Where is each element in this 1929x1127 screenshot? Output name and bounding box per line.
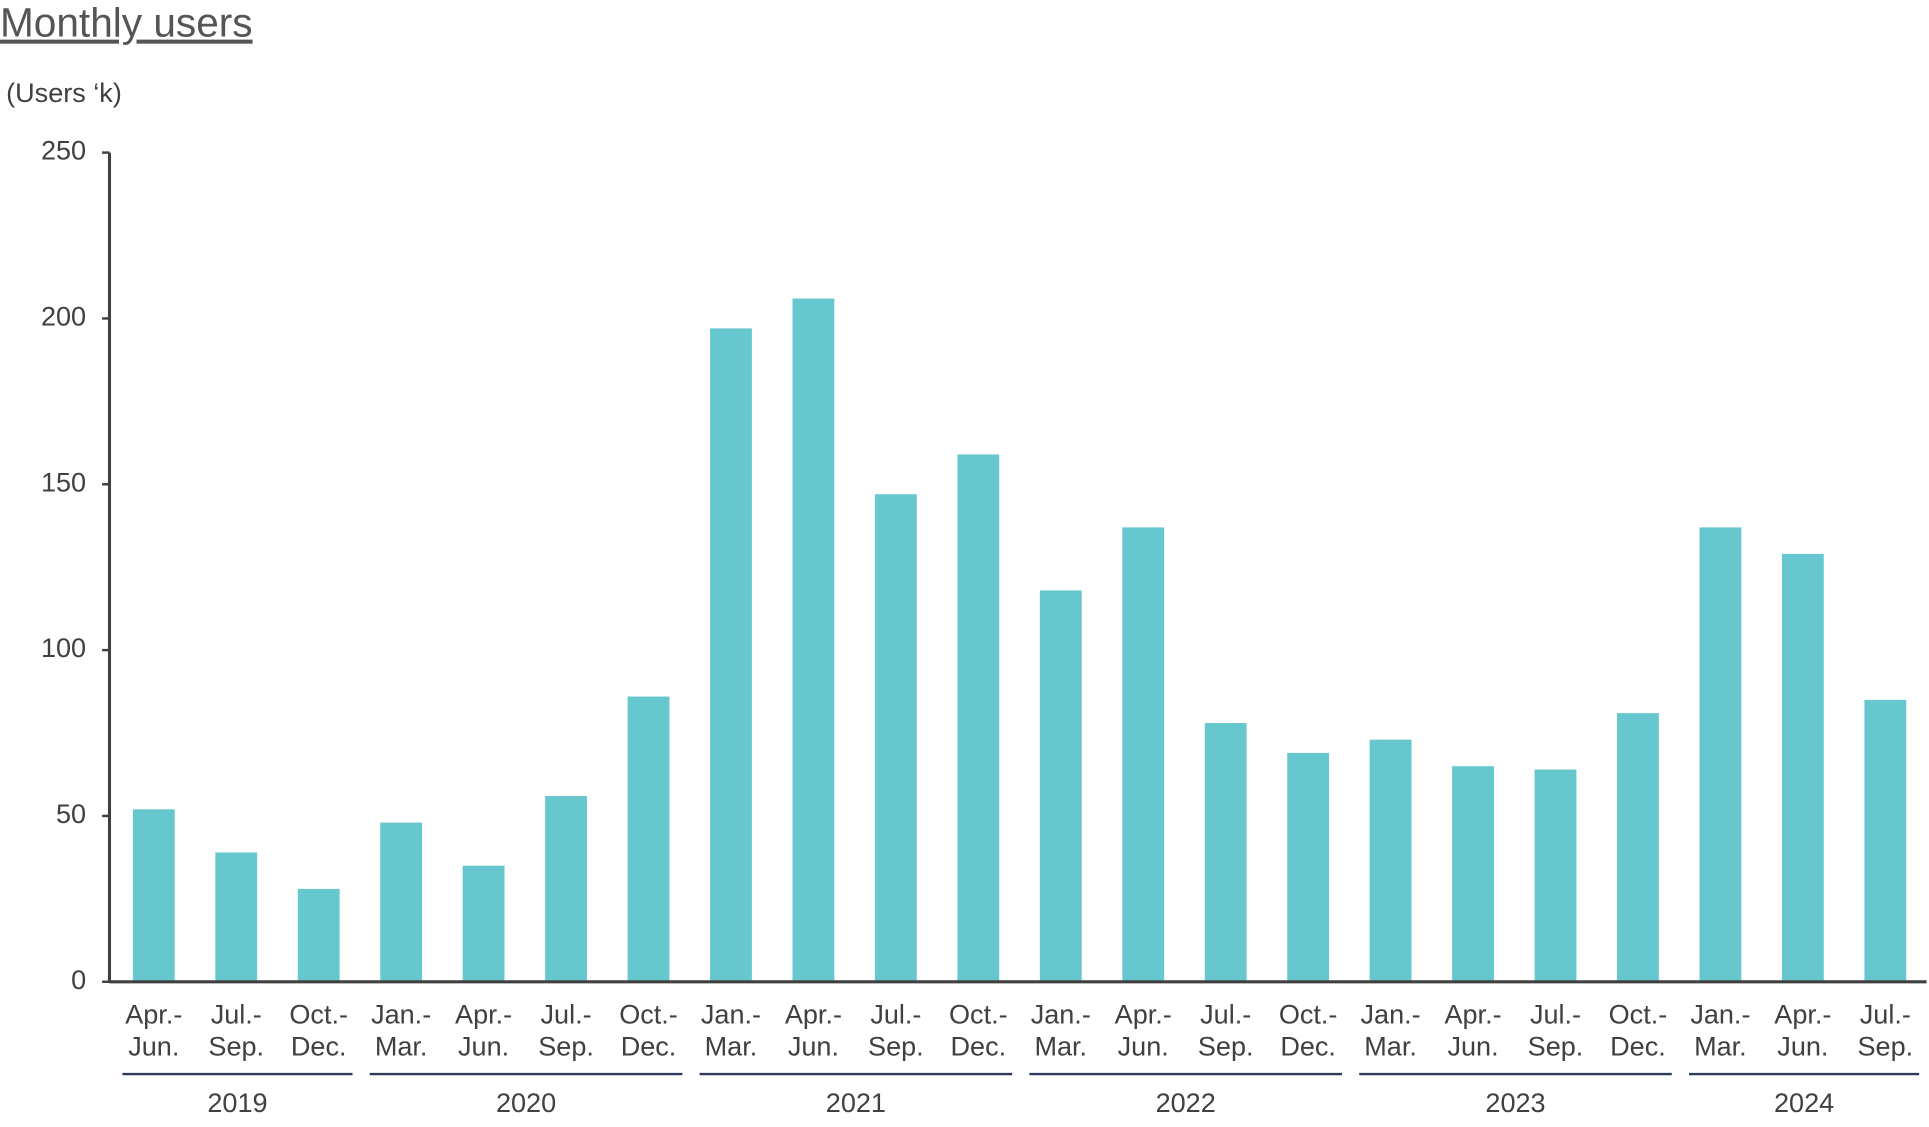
x-tick-label: Jan.- (1361, 999, 1421, 1029)
x-tick-label: Dec. (951, 1031, 1007, 1061)
x-tick-label: Jul.- (870, 999, 921, 1029)
x-tick-label: Mar. (375, 1031, 428, 1061)
x-tick-label: Jul.- (541, 999, 592, 1029)
group-label: 2022 (1156, 1088, 1216, 1118)
x-tick-label: Mar. (1034, 1031, 1087, 1061)
bar (215, 852, 258, 982)
y-tick-label: 100 (41, 633, 86, 663)
x-tick-label: Jul.- (1200, 999, 1251, 1029)
bar (710, 328, 752, 982)
x-tick-label: Jun. (1118, 1031, 1169, 1061)
bar (380, 822, 423, 982)
x-tick-label: Dec. (621, 1031, 677, 1061)
x-tick-label: Mar. (1364, 1031, 1417, 1061)
x-tick-label: Oct.- (619, 999, 678, 1029)
x-tick-label: Oct.- (1609, 999, 1668, 1029)
x-tick-label: Apr.- (455, 999, 512, 1029)
x-tick-label: Jun. (1447, 1031, 1498, 1061)
bar (1617, 713, 1659, 982)
x-tick-label: Jun. (128, 1031, 179, 1061)
bar (627, 696, 670, 982)
bar (1369, 739, 1412, 982)
y-tick-label: 150 (41, 467, 86, 497)
x-tick-label: Apr.- (1444, 999, 1501, 1029)
x-tick-label: Jul.- (1530, 999, 1581, 1029)
bar (1287, 752, 1330, 982)
x-tick-label: Dec. (291, 1031, 347, 1061)
x-tick-label: Dec. (1610, 1031, 1666, 1061)
x-tick-label: Sep. (868, 1031, 924, 1061)
x-tick-label: Apr.- (1115, 999, 1172, 1029)
x-tick-label: Sep. (208, 1031, 264, 1061)
x-tick-label: Sep. (1198, 1031, 1254, 1061)
x-tick-label: Sep. (1528, 1031, 1584, 1061)
bar (1452, 766, 1494, 982)
x-tick-label: Jan.- (1031, 999, 1091, 1029)
bar (462, 865, 505, 982)
group-label: 2020 (496, 1088, 556, 1118)
x-tick-label: Apr.- (785, 999, 842, 1029)
bar (1204, 723, 1247, 982)
x-tick-label: Sep. (1857, 1031, 1913, 1061)
bar (957, 454, 1000, 982)
x-tick-label: Sep. (538, 1031, 594, 1061)
y-tick-label: 200 (41, 302, 86, 332)
x-tick-label: Jul.- (211, 999, 262, 1029)
bar (132, 809, 175, 982)
x-tick-label: Mar. (1694, 1031, 1747, 1061)
group-label: 2023 (1485, 1088, 1545, 1118)
y-tick-label: 50 (56, 799, 86, 829)
y-tick-label: 250 (41, 136, 86, 166)
x-tick-label: Apr.- (1774, 999, 1831, 1029)
x-tick-label: Jan.- (701, 999, 761, 1029)
bar (545, 796, 587, 982)
x-tick-label: Apr.- (125, 999, 182, 1029)
bar (1122, 527, 1165, 982)
group-label: 2024 (1774, 1088, 1834, 1118)
y-tick-label: 0 (71, 965, 86, 995)
x-tick-label: Oct.- (1279, 999, 1338, 1029)
bar (297, 888, 340, 982)
x-tick-label: Jan.- (371, 999, 431, 1029)
x-tick-label: Dec. (1280, 1031, 1336, 1061)
x-tick-label: Oct.- (949, 999, 1008, 1029)
group-label: 2019 (207, 1088, 267, 1118)
bar (874, 494, 917, 982)
group-label: 2021 (826, 1088, 886, 1118)
x-tick-label: Jul.- (1860, 999, 1911, 1029)
x-tick-label: Jan.- (1690, 999, 1750, 1029)
x-tick-label: Oct.- (289, 999, 348, 1029)
x-tick-label: Mar. (705, 1031, 758, 1061)
y-axis-label: (Users ‘k) (6, 78, 122, 108)
bar (1039, 590, 1082, 982)
x-tick-label: Jun. (788, 1031, 839, 1061)
bar (1864, 699, 1907, 982)
chart-title: Monthly users (0, 0, 253, 46)
x-tick-label: Jun. (1777, 1031, 1828, 1061)
x-tick-label: Jun. (458, 1031, 509, 1061)
bar (1781, 553, 1824, 982)
bar (1699, 527, 1742, 982)
bar (1534, 769, 1577, 982)
bar (792, 298, 835, 982)
